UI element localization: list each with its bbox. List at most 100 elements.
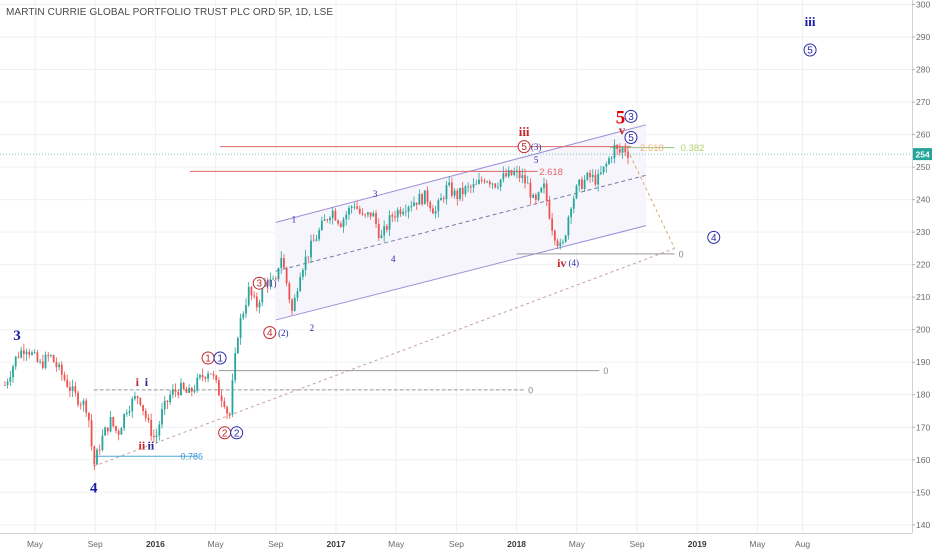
candle-body: [599, 172, 602, 174]
candle: [358, 205, 361, 215]
candle: [377, 218, 380, 242]
price-tick-label: 280: [916, 65, 930, 75]
candle: [534, 192, 537, 205]
candle: [79, 401, 82, 410]
candle-body: [274, 278, 277, 280]
candle: [69, 381, 71, 398]
candle-body: [258, 302, 261, 308]
candle: [9, 371, 12, 386]
candle: [44, 351, 47, 370]
price-tick-label: 300: [916, 0, 930, 10]
candle-body: [450, 182, 453, 196]
candle: [385, 223, 388, 233]
candle: [120, 426, 123, 435]
candle-body: [31, 352, 33, 355]
candle-body: [616, 144, 619, 150]
candle: [562, 239, 564, 245]
candle: [301, 267, 304, 281]
wave-label-circle: [707, 230, 721, 244]
candle-body: [537, 192, 540, 200]
candle: [364, 213, 367, 218]
candle-body: [361, 213, 364, 215]
candle-body: [228, 413, 231, 415]
candle: [90, 413, 93, 451]
candle-body: [293, 297, 296, 311]
candle: [334, 208, 337, 221]
candle-body: [410, 205, 413, 208]
candle-body: [521, 175, 524, 178]
candle-body: [115, 426, 117, 431]
price-tick-label: 270: [916, 97, 930, 107]
candle: [610, 155, 613, 163]
wave-label: iv: [557, 256, 566, 270]
candle-body: [564, 235, 567, 242]
candle: [272, 275, 274, 280]
candle: [158, 420, 161, 441]
wave-label: v: [619, 122, 626, 137]
candle-body: [204, 377, 207, 379]
candle-body: [52, 355, 55, 363]
candle: [469, 184, 472, 194]
candle-body: [391, 215, 394, 217]
candle-body: [277, 267, 280, 280]
time-tick-label: Sep: [268, 539, 283, 549]
candle-body: [524, 175, 526, 184]
time-tick-label: Sep: [88, 539, 103, 549]
candle-body: [459, 187, 461, 199]
candle: [182, 381, 185, 391]
candle-body: [559, 242, 562, 246]
candle-body: [586, 172, 589, 180]
price-tick-label: 240: [916, 195, 930, 205]
candle: [101, 429, 104, 452]
candle: [342, 216, 345, 233]
candle-body: [594, 174, 597, 185]
candle: [41, 354, 44, 370]
candle-body: [621, 148, 624, 153]
candle-body: [123, 413, 125, 429]
candle-body: [589, 172, 591, 178]
candle-body: [540, 187, 543, 193]
wave-label-circle: [517, 140, 531, 154]
candle: [171, 384, 174, 399]
candle: [383, 220, 386, 243]
candle: [125, 409, 128, 417]
candle: [212, 370, 215, 380]
candle: [526, 175, 529, 184]
candle-body: [301, 270, 304, 277]
candle-body: [377, 223, 380, 238]
candle-body: [337, 220, 340, 224]
wave-label: 4: [711, 233, 717, 244]
candle-body: [507, 170, 510, 177]
candle: [402, 208, 405, 216]
last-price-badge-bg: [913, 148, 932, 161]
candle: [429, 200, 432, 212]
candle: [459, 187, 461, 202]
candle: [396, 207, 399, 222]
candle-body: [169, 394, 172, 403]
candle: [480, 176, 483, 184]
candle-body: [513, 172, 516, 175]
candle-body: [182, 382, 185, 389]
candle: [380, 229, 383, 239]
candle-body: [4, 384, 6, 386]
candle: [283, 254, 285, 269]
candle-body: [494, 183, 497, 188]
candle: [605, 161, 608, 173]
candle-body: [442, 198, 445, 200]
wave-label-circle: [252, 276, 266, 290]
fib-label: 2.618: [640, 143, 664, 154]
candle-body: [423, 190, 426, 205]
candle-body: [418, 194, 421, 205]
candle: [117, 428, 120, 441]
candle-body: [434, 211, 437, 214]
candle: [548, 195, 551, 220]
candle-body: [304, 256, 307, 271]
candle-body: [71, 386, 74, 391]
candle-body: [572, 198, 575, 209]
candle-body: [98, 449, 101, 451]
candle-body: [155, 435, 158, 438]
candle-body: [234, 353, 237, 381]
candle-body: [323, 219, 326, 221]
price-tick-label: 190: [916, 357, 930, 367]
